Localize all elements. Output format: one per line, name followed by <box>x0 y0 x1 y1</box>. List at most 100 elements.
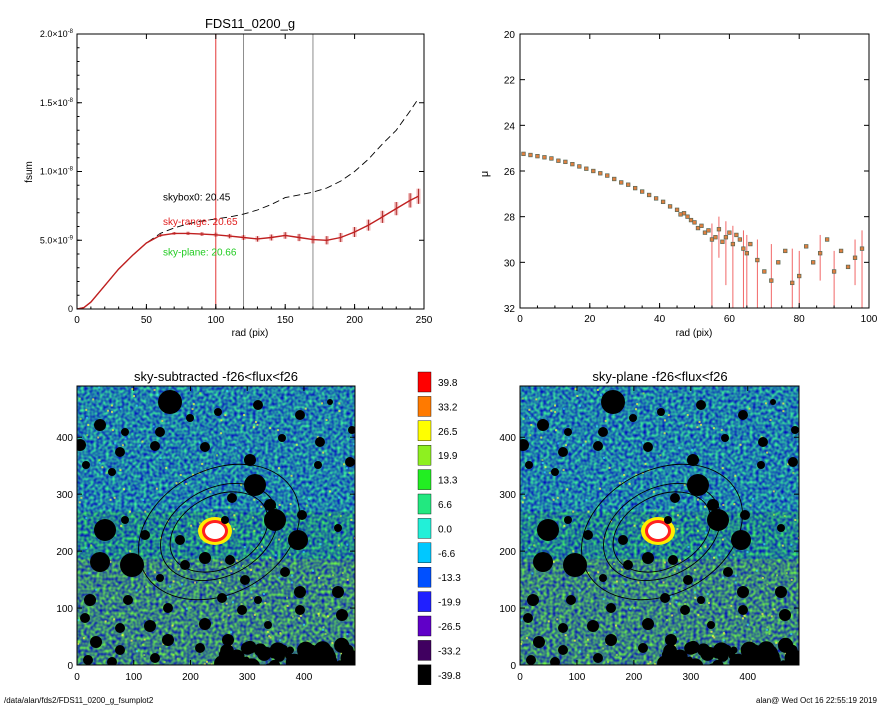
img2-masked-source-40 <box>723 567 733 577</box>
img1-masked-source-27 <box>121 516 129 524</box>
img1-speckle <box>155 487 158 490</box>
img1-speckle <box>290 474 293 477</box>
img2-speckle <box>647 663 650 665</box>
img1-speckle <box>179 506 182 509</box>
img2-speckle <box>671 506 674 509</box>
img2-masked-source-61 <box>526 655 536 665</box>
img1-speckle <box>215 454 218 457</box>
img2-speckle <box>770 615 773 618</box>
fsum-xtick-label: 0 <box>74 315 80 326</box>
img2-masked-source-34 <box>563 553 587 577</box>
img2-speckle <box>562 469 565 472</box>
img1-speckle <box>306 640 309 643</box>
img2-speckle <box>698 420 701 423</box>
mu-point-8 <box>577 164 582 169</box>
mu-ticks: 0 20 40 60 80 100 20 22 24 26 28 30 32 <box>504 30 878 325</box>
mu-point-30 <box>702 230 708 235</box>
img1-speckle <box>78 501 81 504</box>
img2-masked-source-16 <box>525 461 533 469</box>
img1-speckle <box>130 639 133 642</box>
img1-masked-source-58 <box>162 634 174 646</box>
img2-speckle <box>533 544 536 547</box>
img1-speckle <box>90 544 93 547</box>
img1-masked-source-55 <box>336 609 348 621</box>
img2-speckle <box>794 518 797 521</box>
fsum-ytick-label: 1.5×10-8 <box>40 98 74 108</box>
img2-speckle <box>730 487 733 490</box>
img1-speckle <box>266 630 269 633</box>
img2-masked-source-41 <box>527 594 539 606</box>
img2-speckle <box>642 441 645 444</box>
mu-point-42 <box>744 251 749 256</box>
img1-speckle <box>346 543 349 546</box>
mu-point-7 <box>570 162 575 167</box>
img1-speckle <box>203 663 206 665</box>
img2-speckle <box>750 640 753 643</box>
img2-speckle <box>550 409 553 412</box>
img1-masked-source-51 <box>199 618 211 630</box>
img2-speckle <box>766 583 769 586</box>
img1-speckle <box>218 581 221 584</box>
img1-masked-source-13 <box>278 434 286 442</box>
img1-speckle <box>142 643 145 646</box>
img1-speckle <box>255 547 258 550</box>
img1-speckle <box>260 505 263 508</box>
img1-speckle <box>209 490 212 493</box>
img1-speckle <box>185 482 188 485</box>
colorbar-swatch-8 <box>417 567 432 588</box>
img1-speckle <box>110 404 113 407</box>
img1-speckle <box>298 617 301 620</box>
img1-speckle <box>138 444 141 447</box>
mu-points <box>521 151 865 286</box>
img1-speckle <box>77 619 80 622</box>
img1-speckle <box>353 537 355 540</box>
img1-masked-source-47 <box>332 586 344 598</box>
img1-speckle <box>331 641 334 644</box>
img2-masked-source-19 <box>687 454 699 466</box>
img2-masked-source-29 <box>618 535 628 545</box>
img1-speckle <box>288 553 291 556</box>
img1-speckle <box>322 628 325 631</box>
img2-masked-source-42 <box>566 595 576 605</box>
img2-speckle <box>734 581 737 584</box>
mu-point-0 <box>521 151 526 157</box>
img1-masked-source-6 <box>253 400 263 410</box>
img1-masked-source-38 <box>156 574 164 582</box>
img2-speckle <box>623 473 626 476</box>
img2-speckle <box>685 424 688 427</box>
img1-speckle <box>121 634 124 637</box>
img2-speckle <box>782 410 785 413</box>
img1-masked-source-12 <box>200 442 210 452</box>
img2-speckle <box>704 545 707 548</box>
img1-xtick-label: 0 <box>74 672 80 683</box>
img2-masked-source-44 <box>660 593 670 603</box>
img1-speckle <box>240 602 243 605</box>
img2-speckle <box>606 660 609 663</box>
img1-masked-source-46 <box>294 586 306 598</box>
img2-speckle <box>735 615 738 618</box>
img2-speckle <box>679 559 682 562</box>
img2-speckle <box>649 660 652 663</box>
img2-speckle <box>797 537 799 540</box>
img2-masked-source-23 <box>664 516 672 524</box>
img1-xtick-label: 400 <box>296 672 313 683</box>
mu-ytick-label: 26 <box>504 167 516 178</box>
fsum-title: FDS11_0200_g <box>205 16 295 31</box>
img1-speckle <box>100 471 103 474</box>
img2-ytick-label: 400 <box>499 433 516 444</box>
img2-speckle <box>564 634 567 637</box>
img1-speckle <box>159 457 162 460</box>
colorbar-label-0: 39.8 <box>438 378 458 389</box>
img1-speckle <box>145 585 148 588</box>
img1-speckle <box>262 593 265 596</box>
colorbar-label-1: 33.2 <box>438 402 458 413</box>
img2-speckle <box>733 503 736 506</box>
img2-speckle <box>588 585 591 588</box>
img2-speckle <box>673 570 676 573</box>
img2-speckle <box>531 572 534 575</box>
img2-masked-source-56 <box>533 636 545 648</box>
img2-title: sky-plane -f26<flux<f26 <box>592 369 727 384</box>
mu-point-52 <box>811 260 816 265</box>
img1-title: sky-subtracted -f26<flux<f26 <box>134 369 298 384</box>
img1-speckle <box>277 429 280 432</box>
